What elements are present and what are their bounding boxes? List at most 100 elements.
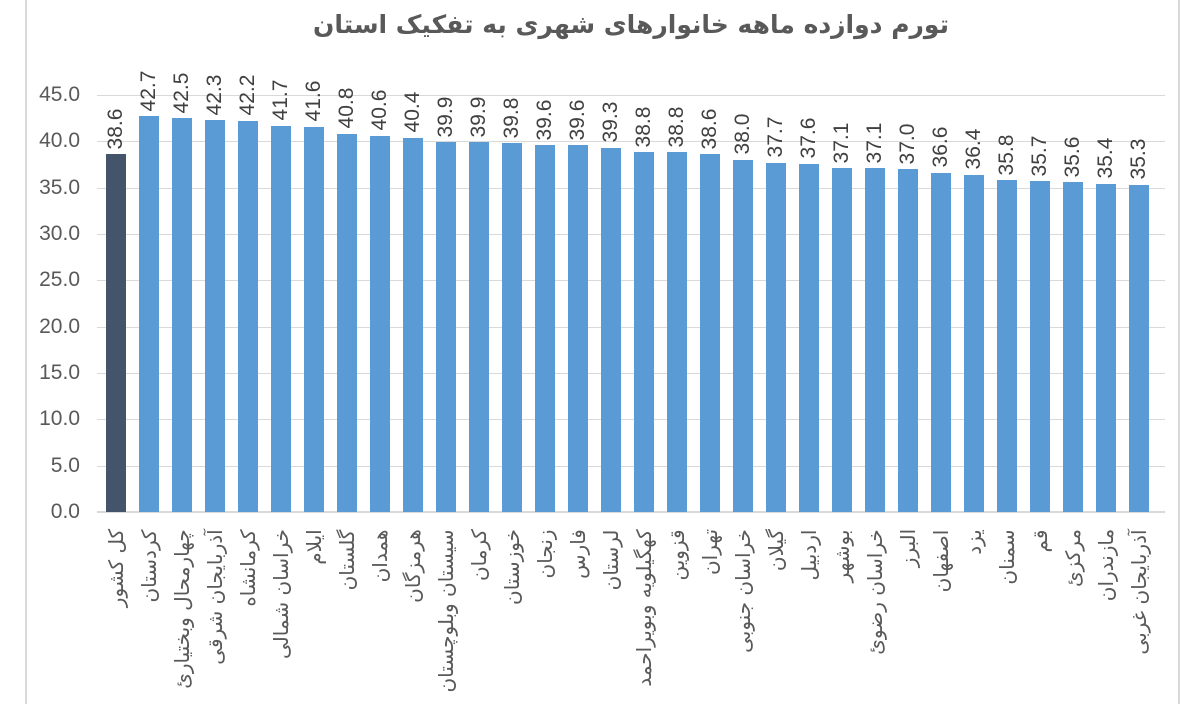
category-label: همدان: [367, 529, 392, 582]
y-tick-label: 30.0: [39, 222, 80, 245]
bar: [600, 147, 621, 512]
category-label: لرستان: [598, 529, 623, 590]
value-label: 39.8: [499, 97, 523, 139]
category-label: مازندران: [1094, 528, 1119, 602]
bar: [997, 180, 1018, 512]
value-label: 35.8: [995, 134, 1019, 176]
gridline: [97, 373, 1165, 374]
category-label: آذربایجان غربی: [1127, 528, 1152, 655]
value-label: 37.6: [797, 117, 821, 159]
bar: [468, 142, 489, 512]
category-label: کرمان: [466, 528, 491, 582]
value-label: 42.3: [202, 74, 226, 115]
value-label: 39.9: [433, 96, 457, 138]
category-label: مرکزیٔ: [1061, 529, 1086, 587]
value-label: 38.6: [103, 108, 127, 150]
gridline: [97, 465, 1165, 467]
bar: [567, 145, 588, 512]
value-label: 39.3: [598, 101, 622, 143]
category-label: فارس: [565, 529, 590, 579]
value-label: 37.1: [863, 122, 887, 164]
value-label: 42.2: [235, 75, 259, 116]
category-label: سیستان وبلوچستان: [433, 528, 458, 693]
value-label: 38.0: [731, 113, 755, 155]
value-label: 38.8: [632, 106, 656, 148]
y-tick-label: 20.0: [39, 314, 80, 338]
category-label: قزوین: [665, 528, 690, 581]
value-label: 35.4: [1094, 138, 1118, 179]
bar: [766, 162, 787, 512]
bar: [204, 120, 225, 512]
category-label: قم: [1028, 529, 1053, 552]
category-label: تهران: [698, 528, 723, 576]
bar: [931, 172, 952, 512]
bar: [1129, 184, 1150, 512]
value-label: 36.6: [929, 126, 953, 168]
category-label: ایلام: [301, 528, 326, 565]
category-label: کرمانشاه: [235, 528, 260, 607]
value-label: 40.8: [334, 87, 358, 129]
bar: [435, 142, 456, 512]
bar: [336, 133, 357, 512]
y-tick-label: 45.0: [39, 83, 80, 106]
category-label: کردستان: [136, 528, 161, 603]
bar: [237, 120, 258, 512]
bar: [270, 125, 291, 512]
value-label: 38.8: [665, 106, 689, 148]
value-label: 41.6: [301, 80, 325, 122]
value-label: 36.4: [962, 128, 986, 170]
bar: [171, 118, 192, 512]
gridline: [97, 326, 1165, 328]
value-label: 35.7: [1028, 135, 1052, 177]
bar: [1063, 182, 1084, 512]
gridline: [97, 187, 1165, 189]
gridline: [97, 280, 1165, 282]
value-label: 37.0: [896, 123, 920, 165]
category-label: آذربایجان شرقی: [202, 528, 227, 665]
bar: [667, 152, 688, 512]
y-tick-label: 25.0: [39, 268, 80, 292]
bar: [865, 168, 886, 512]
x-axis-line: [97, 511, 1165, 513]
category-label: البرز: [896, 528, 921, 568]
category-label: گلستان: [334, 529, 359, 590]
value-label: 39.9: [466, 96, 490, 138]
bar: [138, 116, 159, 512]
gridline: [97, 95, 1165, 96]
category-label: خوزستان: [499, 529, 524, 605]
value-label: 35.6: [1061, 136, 1085, 178]
bar: [369, 135, 390, 512]
value-label: 39.6: [565, 99, 589, 140]
bar: [733, 159, 754, 512]
category-label: اصفهان: [929, 529, 954, 592]
gridline: [97, 419, 1165, 421]
category-label: خراسان جنوبی: [731, 529, 756, 653]
bar: [402, 137, 423, 512]
value-label: 41.7: [268, 79, 292, 121]
y-tick-label: 5.0: [50, 453, 80, 477]
value-label: 38.6: [698, 108, 722, 150]
value-label: 37.7: [764, 116, 788, 158]
bar: [1096, 183, 1117, 512]
bar: [832, 168, 853, 512]
y-tick-label: 35.0: [39, 175, 80, 199]
category-label: بوشهر: [830, 529, 855, 582]
category-label: خراسان رضویٔ: [863, 528, 888, 655]
category-label: هرمزگان: [400, 529, 425, 603]
value-label: 42.7: [136, 70, 160, 112]
value-label: 42.5: [169, 72, 193, 114]
y-tick-label: 40.0: [39, 129, 80, 153]
bar-highlight: [105, 154, 126, 512]
category-label: کل کشور: [103, 528, 128, 608]
value-label: 37.1: [830, 122, 854, 164]
category-label: چهارمحال وبختیاریٔ: [169, 529, 194, 689]
value-label: 39.6: [532, 99, 556, 140]
category-label: خراسان شمالی: [268, 528, 293, 660]
bar: [1030, 181, 1051, 512]
gridline: [97, 141, 1165, 143]
value-label: 40.6: [367, 89, 391, 131]
category-label: یزد: [962, 529, 987, 555]
bar: [534, 145, 555, 512]
bar: [964, 174, 985, 512]
